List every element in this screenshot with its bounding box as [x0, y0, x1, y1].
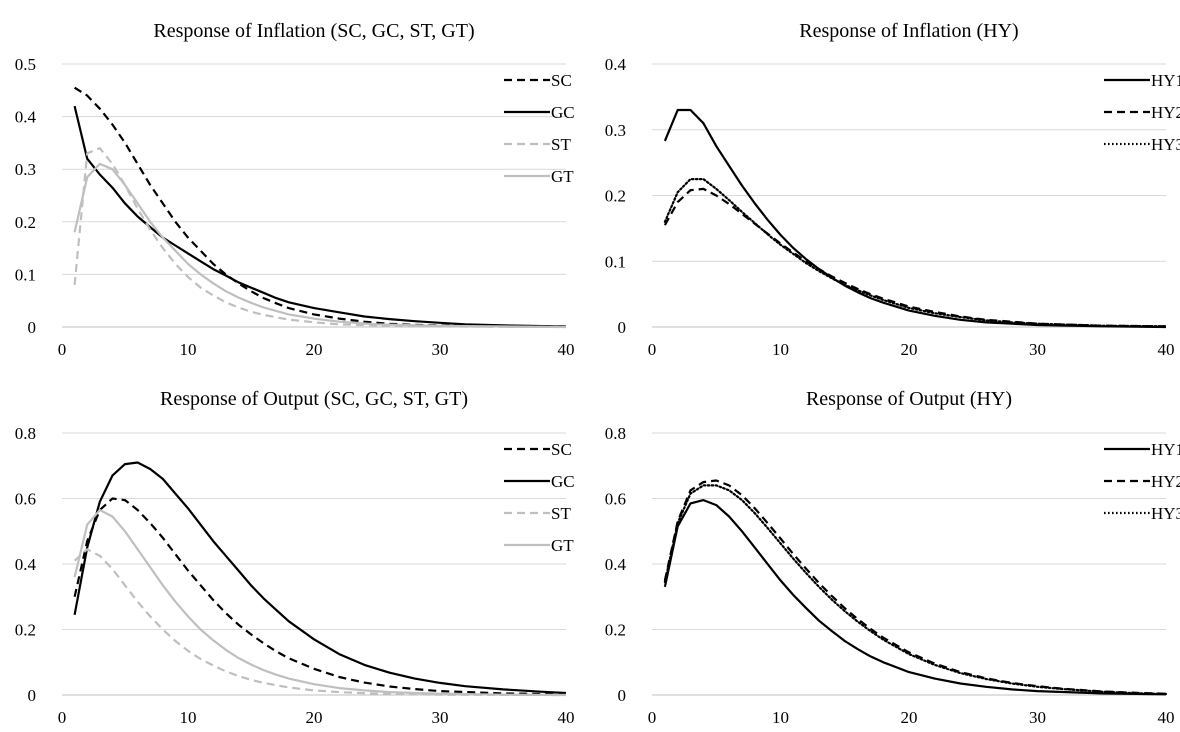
y-tick-label: 0.2: [605, 187, 626, 206]
legend-label: GT: [551, 536, 574, 555]
y-tick-label: 0.1: [605, 252, 626, 271]
x-tick-label: 20: [901, 340, 918, 359]
y-tick-label: 0: [28, 318, 37, 337]
x-tick-label: 40: [1158, 708, 1175, 727]
legend-label: GC: [551, 472, 575, 491]
y-tick-label: 0.1: [15, 265, 36, 284]
chart-panel-4: Response of Output (HY) 0 0.2 0.4 0.6 0.8 0 10 2…: [605, 388, 1180, 727]
y-tick-label: 0.3: [15, 160, 36, 179]
chart-panel-1: Response of Inflation (SC, GC, ST, GT) 0 0…: [15, 20, 575, 359]
y-tick-label: 0.2: [15, 621, 36, 640]
chart-title: Response of Output (SC, GC, ST, GT): [160, 388, 468, 410]
legend-label: GC: [551, 103, 575, 122]
chart-title: Response of Inflation (SC, GC, ST, GT): [153, 20, 474, 42]
x-tick-label: 10: [772, 708, 789, 727]
x-tick-label: 40: [558, 340, 575, 359]
y-tick-label: 0.8: [605, 424, 626, 443]
x-tick-label: 20: [901, 708, 918, 727]
series-line-gt: [73, 162, 567, 329]
legend-label: HY3: [1151, 135, 1180, 154]
series-line-hy1: [663, 108, 1167, 329]
legend-label: HY1: [1151, 71, 1180, 90]
x-tick-label: 30: [1029, 340, 1046, 359]
y-tick-label: 0.3: [605, 121, 626, 140]
series-line-sc: [73, 497, 567, 696]
y-tick-label: 0.2: [15, 213, 36, 232]
series-line-hy2: [663, 479, 1167, 695]
y-tick-label: 0.6: [605, 490, 626, 509]
series-line-hy3: [663, 178, 1168, 328]
x-tick-label: 30: [1029, 708, 1046, 727]
x-tick-label: 10: [180, 340, 197, 359]
y-tick-label: 0.6: [15, 490, 36, 509]
y-tick-label: 0: [618, 318, 627, 337]
y-tick-label: 0.4: [605, 555, 627, 574]
series-line-gc: [73, 461, 567, 695]
series-line-hy1: [663, 499, 1167, 696]
chart-panel-3: Response of Output (SC, GC, ST, GT) 0 0.2 0…: [15, 388, 575, 727]
series-line-hy2: [663, 187, 1167, 328]
y-tick-label: 0: [28, 686, 37, 705]
y-tick-label: 0: [618, 686, 627, 705]
chart-title: Response of Inflation (HY): [799, 20, 1018, 42]
legend-label: ST: [551, 504, 571, 523]
y-tick-label: 0.4: [15, 555, 37, 574]
chart-panel-2: Response of Inflation (HY) 0 0.1 0.2 0.3 0.4 0…: [605, 20, 1180, 359]
x-tick-label: 30: [432, 340, 449, 359]
series-line-gt: [73, 508, 567, 697]
x-tick-label: 0: [648, 340, 657, 359]
x-tick-label: 30: [432, 708, 449, 727]
legend-label: HY2: [1151, 472, 1180, 491]
x-tick-label: 10: [772, 340, 789, 359]
legend-label: HY3: [1151, 504, 1180, 523]
series-line-st: [73, 147, 567, 329]
x-tick-label: 10: [180, 708, 197, 727]
x-tick-label: 0: [58, 708, 67, 727]
y-tick-label: 0.4: [15, 108, 37, 127]
x-tick-label: 40: [1158, 340, 1175, 359]
legend-label: SC: [551, 440, 572, 459]
series-line-sc: [74, 86, 566, 328]
x-tick-label: 20: [306, 340, 323, 359]
x-tick-label: 0: [58, 340, 67, 359]
x-tick-label: 0: [648, 708, 657, 727]
y-tick-label: 0.5: [15, 55, 36, 74]
x-tick-label: 40: [558, 708, 575, 727]
chart-title: Response of Output (HY): [806, 388, 1012, 410]
series-line-st: [73, 548, 567, 697]
legend-label: ST: [551, 135, 571, 154]
series-line-hy3: [663, 484, 1168, 696]
y-tick-label: 0.2: [605, 621, 626, 640]
x-tick-label: 20: [306, 708, 323, 727]
y-tick-label: 0.4: [605, 55, 627, 74]
series-line-gc: [73, 105, 567, 328]
legend-label: HY1: [1151, 440, 1180, 459]
y-tick-label: 0.8: [15, 424, 36, 443]
legend-label: HY2: [1151, 103, 1180, 122]
legend-label: SC: [551, 71, 572, 90]
legend-label: GT: [551, 167, 574, 186]
